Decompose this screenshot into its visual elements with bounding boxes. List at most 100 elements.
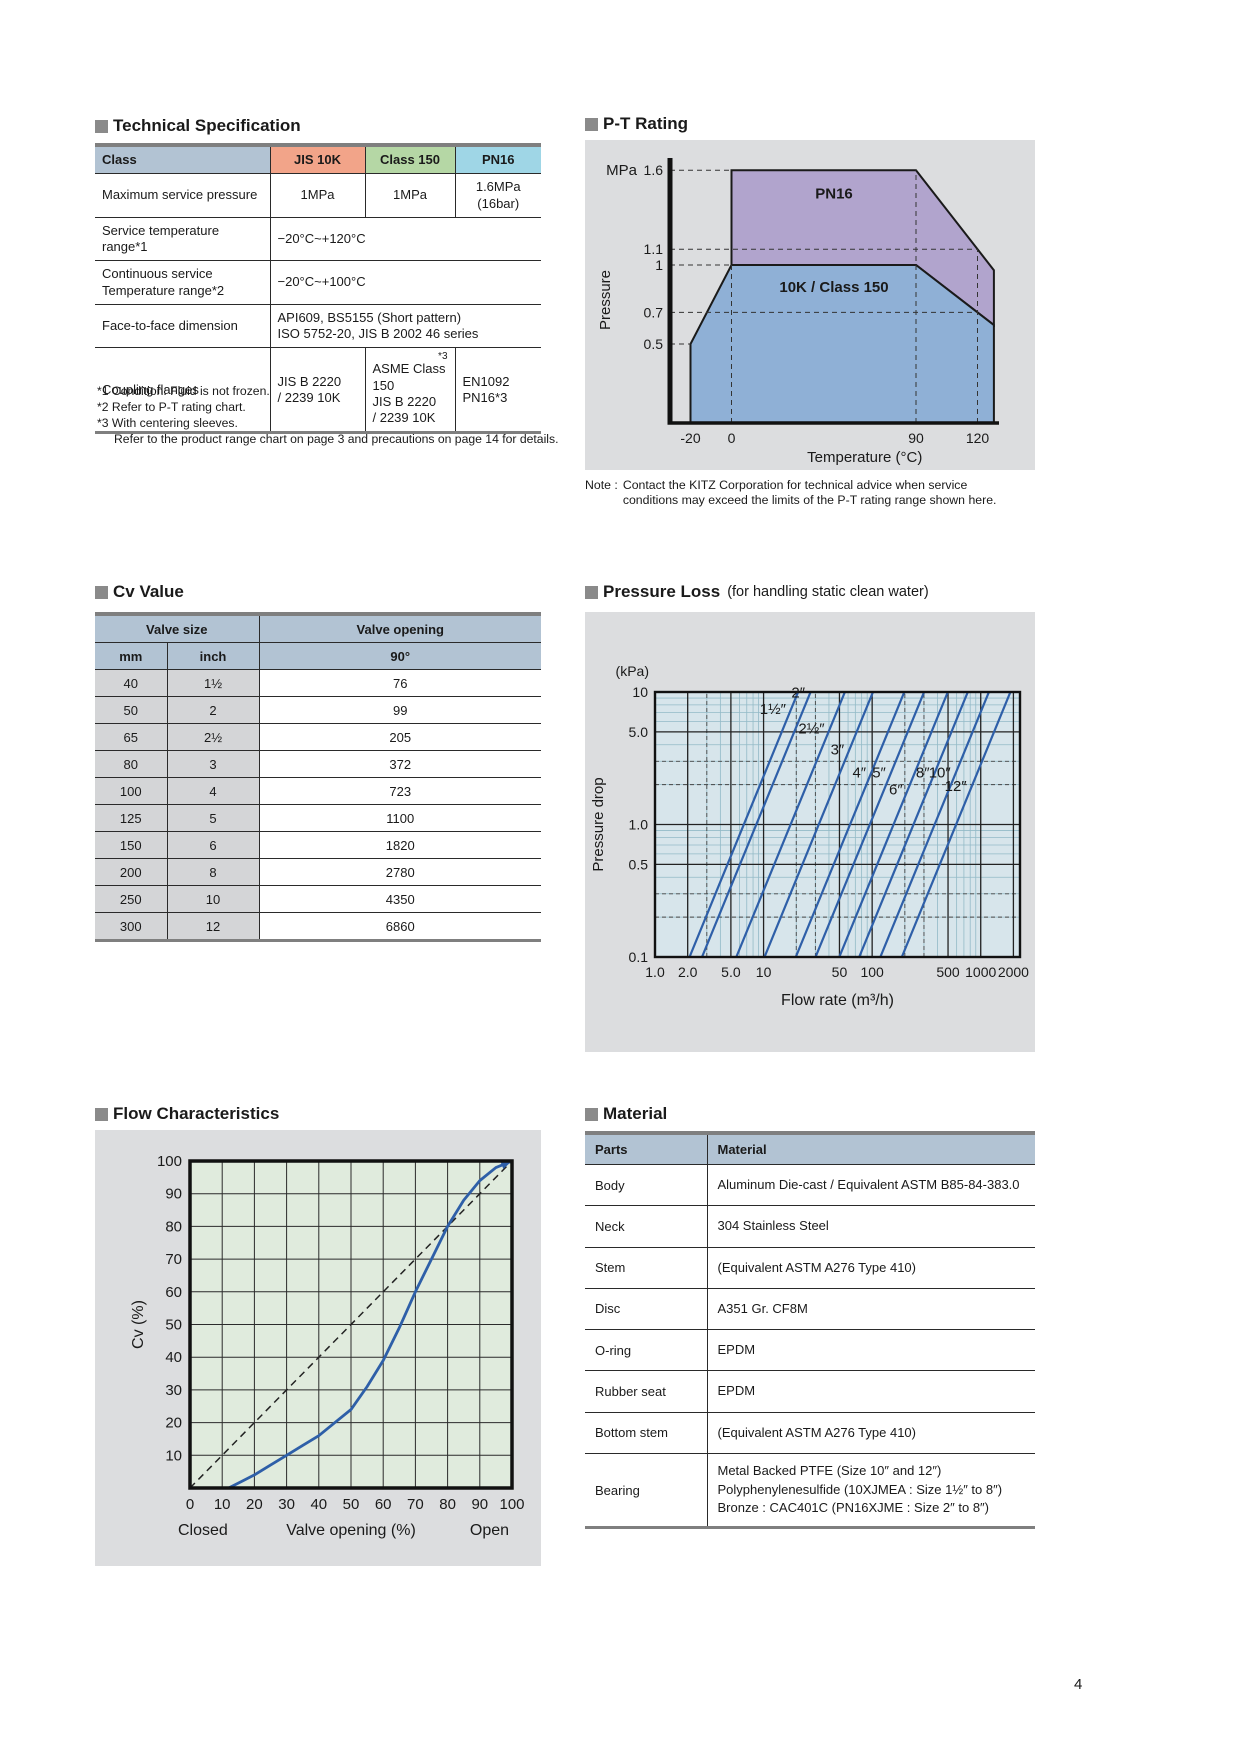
col-header-jis10k: JIS 10K bbox=[269, 145, 365, 174]
material-value-cell: EPDM bbox=[706, 1370, 1035, 1412]
footnote: Refer to the product range chart on page… bbox=[114, 431, 559, 446]
material-value-cell: (Equivalent ASTM A276 Type 410) bbox=[706, 1246, 1035, 1289]
cv-table-row: 125 5 1100 bbox=[95, 804, 542, 832]
svg-text:2½″: 2½″ bbox=[798, 721, 825, 738]
row-label: Coupling flanges bbox=[95, 347, 270, 433]
spec-row-face-to-face: Face-to-face dimension API609, BS5155 (S… bbox=[95, 303, 541, 348]
svg-text:0.5: 0.5 bbox=[629, 856, 649, 872]
svg-text:4″: 4″ bbox=[852, 764, 866, 781]
cv-inch-cell: 6 bbox=[166, 831, 260, 859]
svg-text:Closed: Closed bbox=[178, 1522, 228, 1539]
svg-text:0: 0 bbox=[728, 430, 736, 446]
material-value-cell: EPDM bbox=[706, 1328, 1035, 1371]
svg-text:0.7: 0.7 bbox=[644, 304, 664, 320]
cv-mm-cell: 125 bbox=[95, 804, 167, 832]
note-text: Contact the KITZ Corporation for technic… bbox=[622, 478, 997, 508]
footnote: *2 Refer to P-T rating chart. bbox=[97, 399, 246, 414]
svg-text:60: 60 bbox=[375, 1496, 392, 1513]
cell-value: API609, BS5155 (Short pattern) ISO 5752-… bbox=[269, 303, 541, 348]
svg-text:100: 100 bbox=[499, 1496, 524, 1513]
pressure-loss-panel: 1½″ 2″ 2½″ 3″ 4″ 5″ 6″ 8″ 10″ 12″ 1.0 2.0 5.0 10 50 100… bbox=[585, 612, 1035, 1052]
material-part-cell: O-ring bbox=[585, 1328, 707, 1371]
svg-text:500: 500 bbox=[936, 964, 960, 980]
cv-mm-cell: 200 bbox=[95, 858, 167, 886]
cv-table-row: 100 4 723 bbox=[95, 777, 542, 805]
material-value-cell: A351 Gr. CF8M bbox=[706, 1287, 1035, 1330]
cv-inch-cell: 5 bbox=[166, 804, 260, 832]
svg-text:12″: 12″ bbox=[945, 778, 968, 795]
material-table-row: Bearing Metal Backed PTFE (Size 10″ and 1… bbox=[585, 1452, 1035, 1528]
material-part-cell: Rubber seat bbox=[585, 1370, 707, 1412]
cv-inch-cell: 2½ bbox=[166, 723, 260, 751]
section-title-pt-rating: P-T Rating bbox=[585, 114, 688, 134]
cell-value: EN1092 PN16*3 bbox=[454, 347, 541, 433]
cell-value: JIS B 2220 / 2239 10K bbox=[269, 347, 365, 433]
svg-text:20: 20 bbox=[165, 1415, 182, 1432]
cv-table-row: 250 10 4350 bbox=[95, 885, 542, 913]
cv-table-row: 150 6 1820 bbox=[95, 831, 542, 859]
cv-opening-cell: 76 bbox=[258, 669, 542, 697]
material-part-cell: Neck bbox=[585, 1205, 707, 1247]
material-part-cell: Body bbox=[585, 1163, 707, 1206]
svg-text:1.6: 1.6 bbox=[644, 162, 664, 178]
svg-text:5.0: 5.0 bbox=[629, 724, 649, 740]
cv-opening-cell: 99 bbox=[258, 696, 542, 724]
material-table-row: Body Aluminum Die-cast / Equivalent ASTM … bbox=[585, 1163, 1035, 1206]
svg-text:60: 60 bbox=[165, 1284, 182, 1301]
material-part-cell: Bearing bbox=[585, 1452, 707, 1528]
svg-text:6″: 6″ bbox=[889, 781, 903, 798]
cv-table-row: 50 2 99 bbox=[95, 696, 542, 724]
section-bullet-icon bbox=[95, 585, 108, 599]
material-part-cell: Disc bbox=[585, 1287, 707, 1330]
material-value-cell: (Equivalent ASTM A276 Type 410) bbox=[706, 1411, 1035, 1454]
svg-text:8″: 8″ bbox=[916, 764, 930, 781]
svg-text:1: 1 bbox=[655, 257, 663, 273]
pt-rating-chart: 1.6 1.11 0.7 0.5 MPa -20 0 90 120 Temperature (°C… bbox=[597, 158, 999, 466]
section-title-text: Material bbox=[603, 1104, 668, 1123]
svg-text:1000: 1000 bbox=[965, 964, 996, 980]
spec-footnotes: *1 Condition: Fluid is not frozen. *2 Re… bbox=[97, 384, 567, 447]
col-header-pn16: PN16 bbox=[454, 145, 541, 174]
svg-text:2″: 2″ bbox=[791, 685, 805, 702]
svg-text:Flow rate (m³/h): Flow rate (m³/h) bbox=[781, 992, 894, 1009]
svg-text:1.0: 1.0 bbox=[645, 964, 665, 980]
svg-text:1½″: 1½″ bbox=[760, 701, 787, 718]
cv-value-table: Valve size Valve opening mm inch 90° 40 1… bbox=[95, 612, 542, 942]
cv-inch-cell: 12 bbox=[166, 912, 260, 941]
footnote: *3 With centering sleeves. bbox=[97, 415, 238, 430]
svg-text:30: 30 bbox=[165, 1382, 182, 1399]
section-title-text: Flow Characteristics bbox=[113, 1104, 280, 1123]
svg-text:10K / Class 150: 10K / Class 150 bbox=[779, 279, 888, 296]
svg-text:90: 90 bbox=[165, 1186, 182, 1203]
col-header-class: Class bbox=[95, 145, 270, 174]
svg-text:50: 50 bbox=[832, 964, 848, 980]
cv-mm-cell: 50 bbox=[95, 696, 167, 724]
section-bullet-icon bbox=[95, 119, 108, 133]
col-header-inch: inch bbox=[166, 642, 260, 670]
material-table-row: Neck 304 Stainless Steel bbox=[585, 1205, 1035, 1247]
pt-rating-panel: 1.6 1.1 1 0.7 0.5 MPa -20 0 90 120 Temperature (°C… bbox=[585, 140, 1035, 470]
row-label: Service temperature range*1 bbox=[95, 216, 270, 261]
cv-mm-cell: 150 bbox=[95, 831, 167, 859]
cv-mm-cell: 250 bbox=[95, 885, 167, 913]
section-bullet-icon bbox=[585, 585, 598, 599]
page-number: 4 bbox=[1074, 1676, 1083, 1693]
svg-text:30: 30 bbox=[278, 1496, 295, 1513]
material-table-row: O-ring EPDM bbox=[585, 1328, 1035, 1371]
row-label: Face-to-face dimension bbox=[95, 303, 270, 348]
svg-text:5″: 5″ bbox=[872, 764, 886, 781]
cell-value: 1MPa bbox=[364, 173, 455, 218]
material-value-cell: 304 Stainless Steel bbox=[706, 1205, 1035, 1247]
svg-text:120: 120 bbox=[966, 430, 990, 446]
svg-text:Temperature (°C): Temperature (°C) bbox=[807, 449, 922, 466]
cv-opening-cell: 205 bbox=[258, 723, 542, 751]
material-value-cell: Metal Backed PTFE (Size 10″ and 12″) Pol… bbox=[706, 1452, 1035, 1528]
cv-opening-cell: 1100 bbox=[258, 804, 542, 832]
svg-text:100: 100 bbox=[860, 964, 884, 980]
spec-header-row: Class JIS 10K Class 150 PN16 bbox=[95, 145, 541, 174]
cell-value: −20°C~+120°C bbox=[269, 216, 541, 261]
svg-text:2000: 2000 bbox=[998, 964, 1029, 980]
svg-text:Pressure drop: Pressure drop bbox=[590, 777, 607, 871]
material-table-row: Bottom stem (Equivalent ASTM A276 Type 41… bbox=[585, 1411, 1035, 1454]
cv-table-row: 80 3 372 bbox=[95, 750, 542, 778]
